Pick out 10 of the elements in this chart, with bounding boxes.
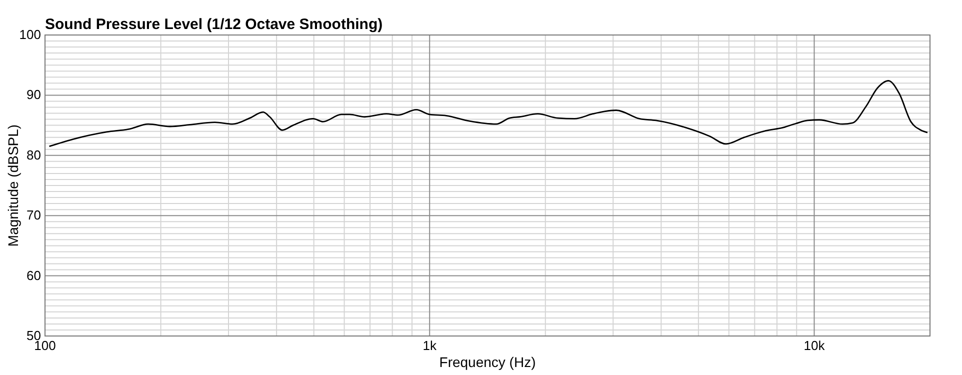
y-tick-label: 60 — [26, 268, 41, 283]
x-tick-label: 1k — [422, 338, 437, 353]
y-tick-label: 90 — [26, 87, 41, 102]
x-tick-label: 10k — [804, 338, 826, 353]
x-axis-title: Frequency (Hz) — [439, 354, 536, 370]
y-axis-title: Magnitude (dBSPL) — [5, 124, 21, 247]
y-tick-label: 70 — [26, 208, 41, 223]
y-tick-label: 100 — [19, 27, 41, 42]
chart-title: Sound Pressure Level (1/12 Octave Smoothing) — [45, 16, 383, 33]
y-tick-label: 80 — [26, 147, 41, 162]
